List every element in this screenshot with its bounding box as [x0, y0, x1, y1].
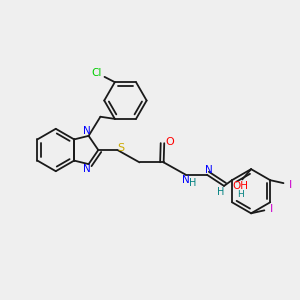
Text: Cl: Cl — [91, 68, 101, 78]
Text: N: N — [182, 175, 190, 185]
Text: H: H — [217, 188, 224, 197]
Text: N: N — [83, 126, 91, 136]
Text: S: S — [117, 142, 124, 153]
Text: O: O — [165, 137, 174, 147]
Text: H: H — [237, 190, 244, 199]
Text: N: N — [206, 165, 213, 175]
Text: I: I — [270, 204, 273, 214]
Text: H: H — [188, 178, 196, 188]
Text: I: I — [289, 180, 292, 190]
Text: N: N — [83, 164, 91, 173]
Text: OH: OH — [233, 181, 249, 191]
